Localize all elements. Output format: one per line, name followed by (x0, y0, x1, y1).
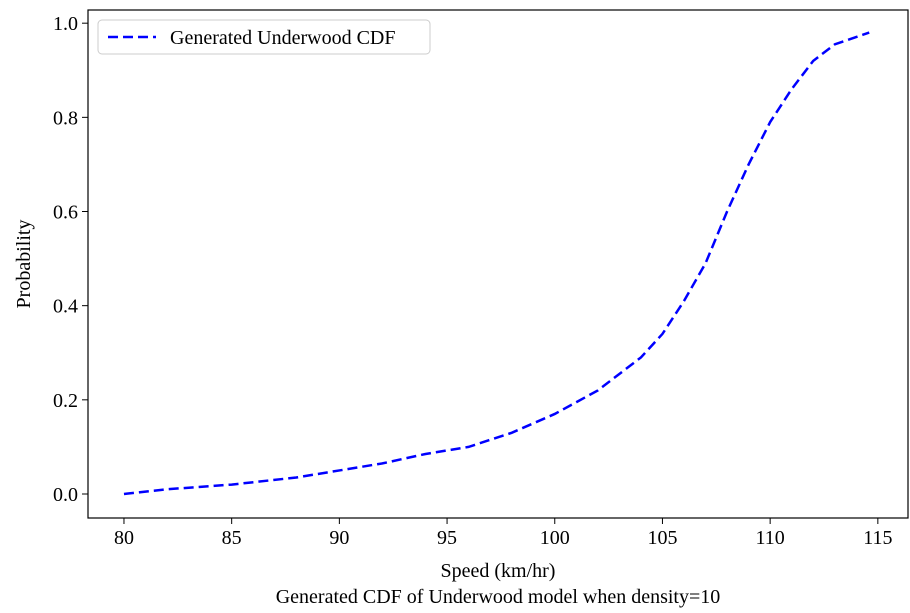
y-tick-label: 0.6 (53, 202, 78, 224)
y-tick-label: 0.2 (53, 390, 78, 412)
y-tick-label: 0.8 (53, 107, 78, 129)
y-tick-label: 1.0 (53, 13, 78, 35)
y-tick-label: 0.0 (53, 484, 78, 506)
y-axis-label: Probability (13, 220, 35, 309)
legend-label: Generated Underwood CDF (170, 27, 396, 49)
x-tick-label: 115 (863, 527, 892, 549)
plot-frame (87, 9, 909, 519)
x-tick-label: 105 (647, 527, 677, 549)
y-tick-label: 0.4 (53, 296, 78, 318)
x-tick-label: 80 (114, 527, 134, 549)
data-line (123, 31, 870, 496)
legend-box (97, 19, 431, 55)
x-tick-label: 100 (540, 527, 570, 549)
chart-title: Generated CDF of Underwood model when de… (276, 586, 721, 608)
x-axis-label: Speed (km/hr) (441, 560, 556, 582)
x-tick-label: 95 (437, 527, 457, 549)
x-tick-label: 85 (222, 527, 242, 549)
x-tick-label: 110 (756, 527, 785, 549)
x-tick-label: 90 (329, 527, 349, 549)
